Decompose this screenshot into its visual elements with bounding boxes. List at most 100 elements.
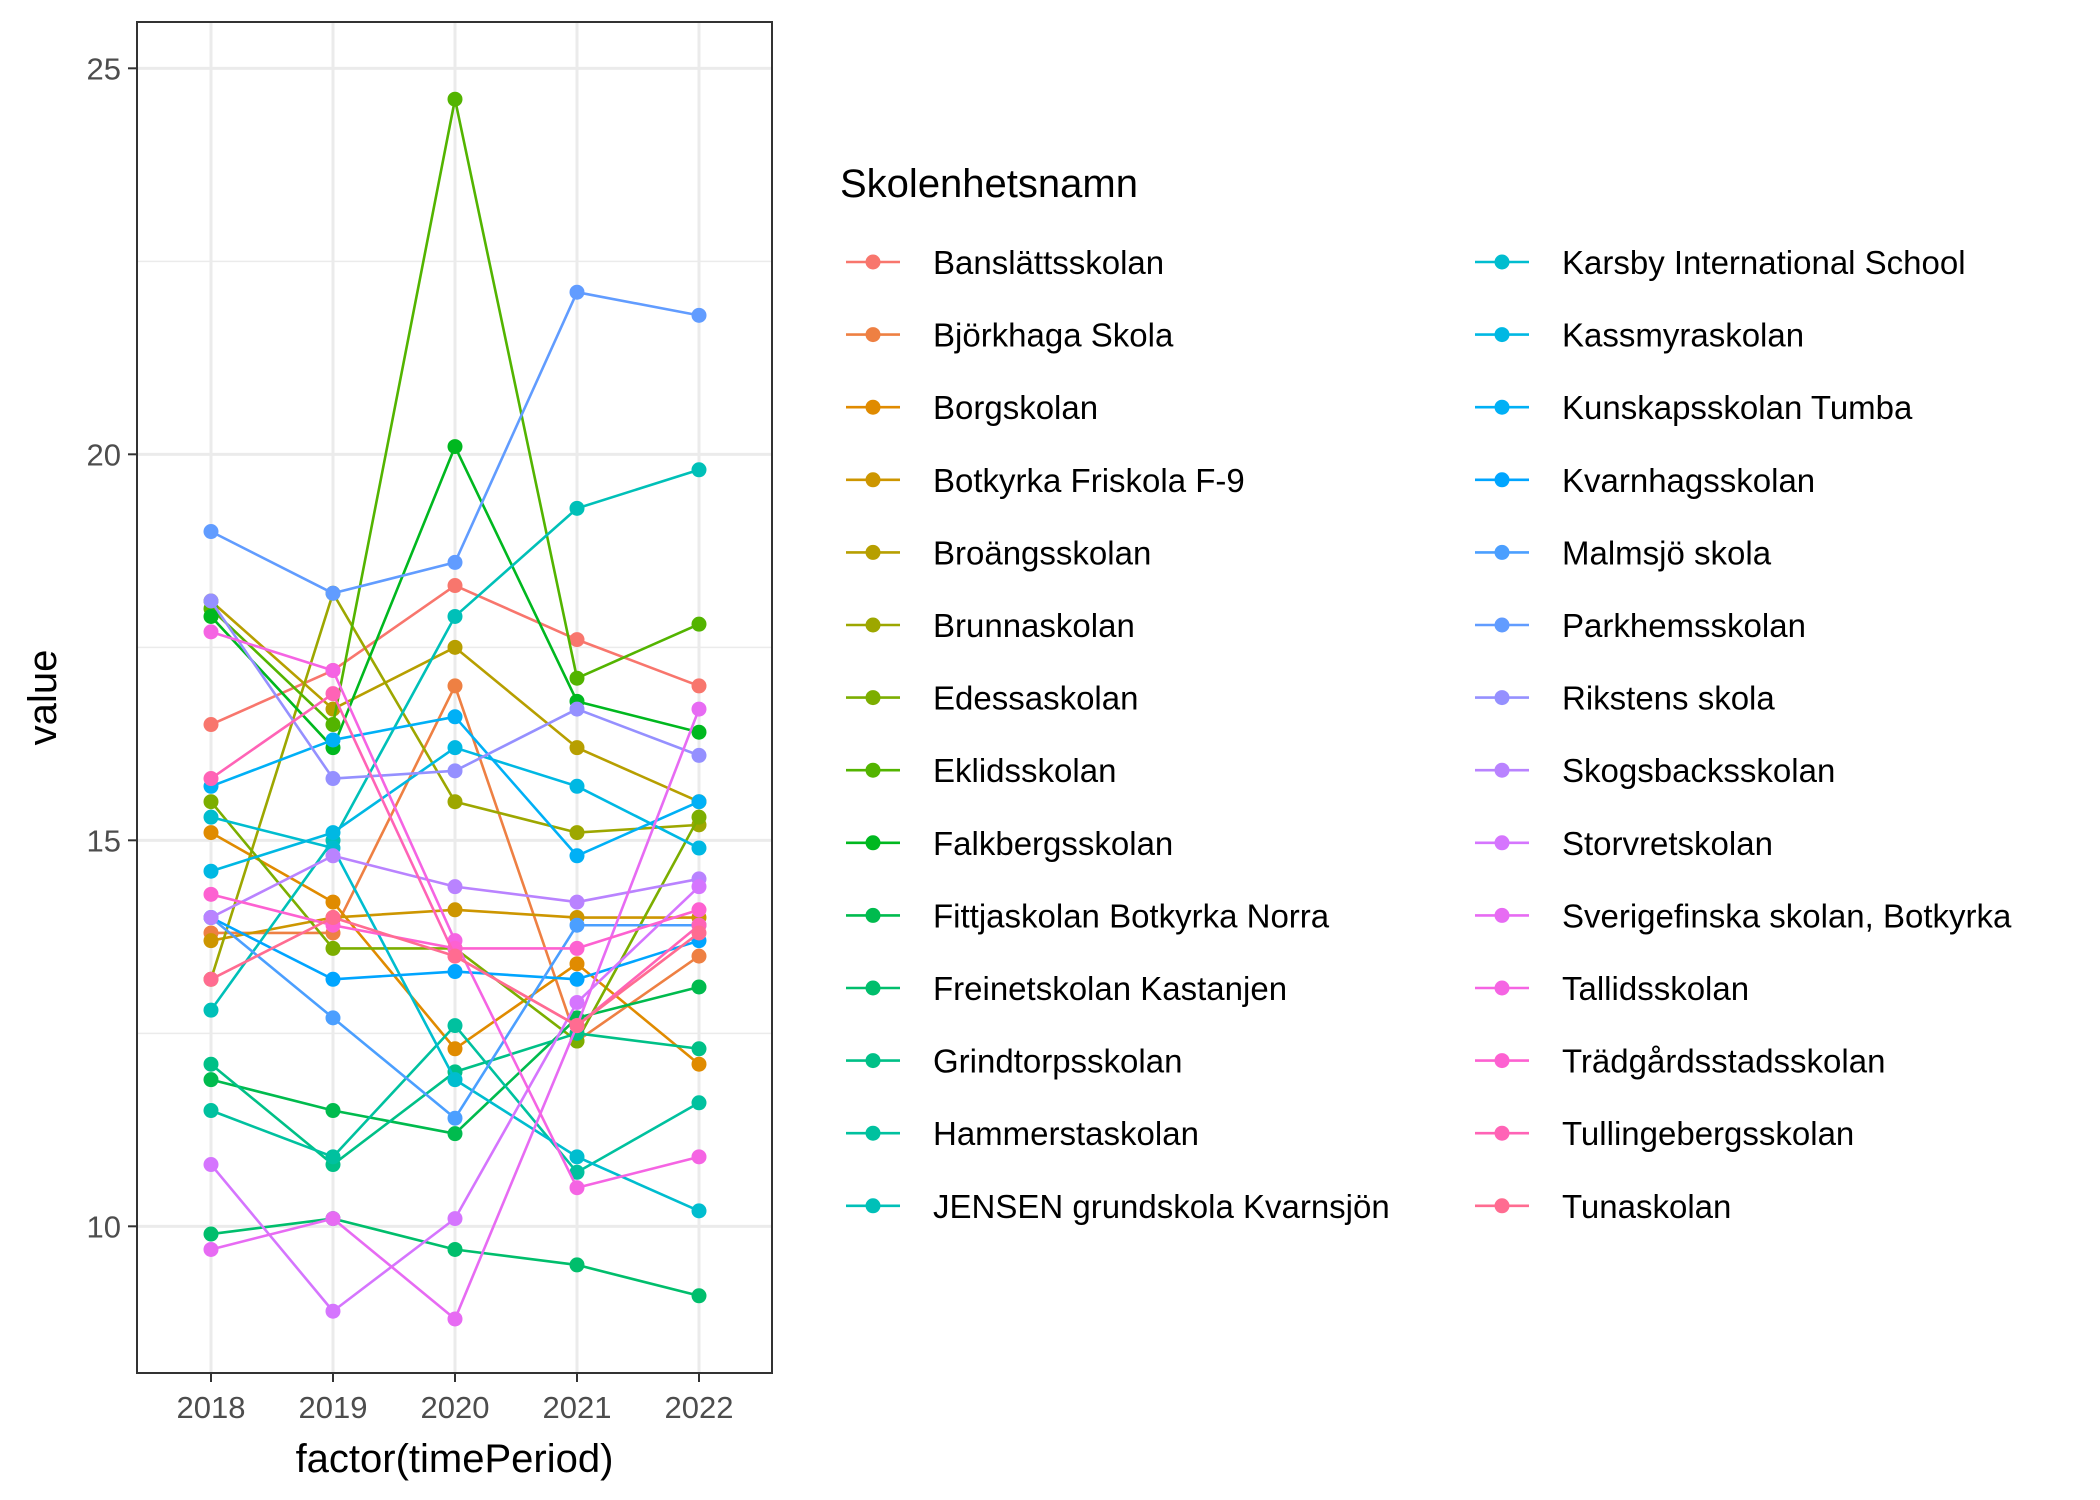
legend-key-point [1494, 472, 1510, 488]
data-point [325, 825, 341, 841]
data-point [569, 917, 585, 933]
data-point [203, 825, 219, 841]
data-point [691, 1095, 707, 1111]
data-point [203, 717, 219, 733]
series-13 [203, 462, 707, 1018]
legend-key-point [1494, 907, 1510, 923]
data-point [447, 578, 463, 594]
legend-key-point [1494, 327, 1510, 343]
data-point [691, 678, 707, 694]
legend-key-point [865, 835, 881, 851]
legend: Banslättsskolan Björkhaga Skola Borgskolan… [846, 244, 2012, 1225]
data-point [569, 701, 585, 717]
data-point [447, 1041, 463, 1057]
legend-item: Tunaskolan [1475, 1188, 1731, 1225]
legend-label: Edessaskolan [933, 680, 1138, 717]
data-point [691, 1288, 707, 1304]
data-point [691, 1041, 707, 1057]
legend-item: Trädgårdsstadsskolan [1475, 1043, 1885, 1080]
data-point [325, 686, 341, 702]
legend-item: Hammerstaskolan [846, 1115, 1199, 1152]
data-point [447, 554, 463, 570]
data-point [447, 1110, 463, 1126]
legend-key-point [865, 1053, 881, 1069]
data-point [569, 825, 585, 841]
legend-label: Banslättsskolan [933, 244, 1164, 281]
data-point [447, 948, 463, 964]
legend-label: Björkhaga Skola [933, 317, 1174, 354]
data-point [325, 662, 341, 678]
legend-item: Grindtorpsskolan [846, 1043, 1182, 1080]
data-point [569, 1257, 585, 1273]
y-tick-label: 20 [87, 437, 121, 472]
legend-key-point [865, 327, 881, 343]
data-point [569, 1018, 585, 1034]
legend-label: Tullingebergsskolan [1562, 1115, 1854, 1152]
legend-key-point [865, 617, 881, 633]
data-point [569, 994, 585, 1010]
legend-key-point [1494, 835, 1510, 851]
legend-item: Borgskolan [846, 389, 1098, 426]
legend-item: Falkbergsskolan [846, 825, 1173, 862]
data-point [203, 933, 219, 949]
axes: 10 15 20 25 2018 2019 2020 2021 2022 [87, 51, 734, 1425]
legend-key-point [1494, 617, 1510, 633]
legend-label: Sverigefinska skolan, Botkyrka [1562, 897, 2012, 934]
legend-label: Broängsskolan [933, 534, 1151, 571]
data-point [203, 1226, 219, 1242]
data-point [203, 593, 219, 609]
legend-label: Grindtorpsskolan [933, 1043, 1182, 1080]
data-point [447, 1072, 463, 1088]
data-point [325, 1303, 341, 1319]
legend-item: Edessaskolan [846, 680, 1138, 717]
legend-key-point [1494, 254, 1510, 270]
y-axis-title: value [21, 650, 65, 746]
legend-item: Sverigefinska skolan, Botkyrka [1475, 897, 2012, 934]
data-point [203, 771, 219, 787]
legend-item: Parkhemsskolan [1475, 607, 1806, 644]
legend-key-point [1494, 690, 1510, 706]
legend-label: Hammerstaskolan [933, 1115, 1199, 1152]
legend-label: JENSEN grundskola Kvarnsjön [933, 1188, 1390, 1225]
data-point [447, 879, 463, 895]
data-point [325, 1149, 341, 1165]
data-point [447, 1018, 463, 1034]
legend-item: Botkyrka Friskola F-9 [846, 462, 1245, 499]
data-point [203, 1056, 219, 1072]
data-point [325, 894, 341, 910]
data-point [447, 639, 463, 655]
legend-key-point [1494, 1053, 1510, 1069]
data-point [447, 678, 463, 694]
legend-key-point [865, 762, 881, 778]
data-point [325, 1211, 341, 1227]
data-point [569, 894, 585, 910]
legend-label: Botkyrka Friskola F-9 [933, 462, 1245, 499]
data-point [203, 971, 219, 987]
y-tick-label: 10 [87, 1209, 121, 1244]
data-point [691, 1203, 707, 1219]
legend-label: Skogsbacksskolan [1562, 752, 1835, 789]
data-point [325, 940, 341, 956]
series-2 [203, 825, 707, 1072]
data-point [203, 1157, 219, 1173]
legend-label: Rikstens skola [1562, 680, 1775, 717]
data-point [447, 1211, 463, 1227]
data-point [203, 1103, 219, 1119]
data-point [569, 778, 585, 794]
data-point [203, 1241, 219, 1257]
legend-item: Björkhaga Skola [846, 317, 1174, 354]
data-point [691, 747, 707, 763]
data-point [569, 1149, 585, 1165]
data-point [203, 910, 219, 926]
series-16 [203, 709, 707, 864]
legend-title: Skolenhetsnamn [840, 162, 1138, 206]
data-point [203, 863, 219, 879]
legend-label: Kassmyraskolan [1562, 317, 1804, 354]
series-22 [203, 879, 707, 1319]
data-point [203, 1072, 219, 1088]
legend-item: Tullingebergsskolan [1475, 1115, 1854, 1152]
legend-item: Kvarnhagsskolan [1475, 462, 1815, 499]
data-point [325, 717, 341, 733]
x-tick-label: 2022 [665, 1390, 734, 1425]
data-point [691, 616, 707, 632]
